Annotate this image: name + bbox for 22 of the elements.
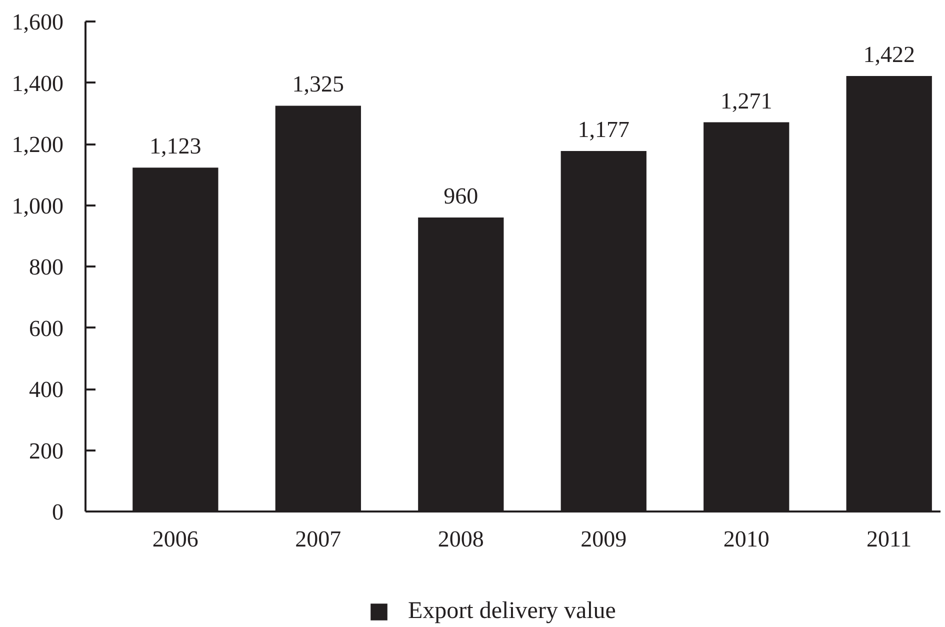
y-tick-label: 0 [52, 500, 64, 524]
data-label: 1,123 [150, 134, 202, 159]
y-tick-label: 600 [29, 316, 64, 341]
x-tick-label: 2010 [723, 526, 770, 552]
y-tick-label: 1,000 [12, 193, 64, 218]
y-tick-label: 200 [29, 438, 64, 464]
data-label: 1,422 [863, 42, 915, 68]
x-tick-label: 2008 [438, 526, 484, 552]
data-label: 1,271 [720, 88, 772, 114]
y-tick-label: 1,400 [12, 70, 64, 96]
x-tick-label: 2007 [295, 526, 342, 552]
x-tick-label: 2009 [580, 526, 627, 552]
y-tick-label: 1,200 [12, 132, 64, 157]
data-label: 960 [444, 184, 478, 208]
data-label: 1,325 [292, 72, 344, 97]
data-label: 1,177 [578, 117, 630, 142]
y-tick-label: 400 [29, 377, 64, 402]
x-tick-label: 2006 [152, 526, 198, 552]
x-tick-label: 2011 [866, 526, 912, 552]
y-tick-label: 800 [29, 254, 64, 280]
y-tick-label: 1,600 [12, 10, 64, 34]
legend-label: Export delivery value [408, 598, 616, 625]
